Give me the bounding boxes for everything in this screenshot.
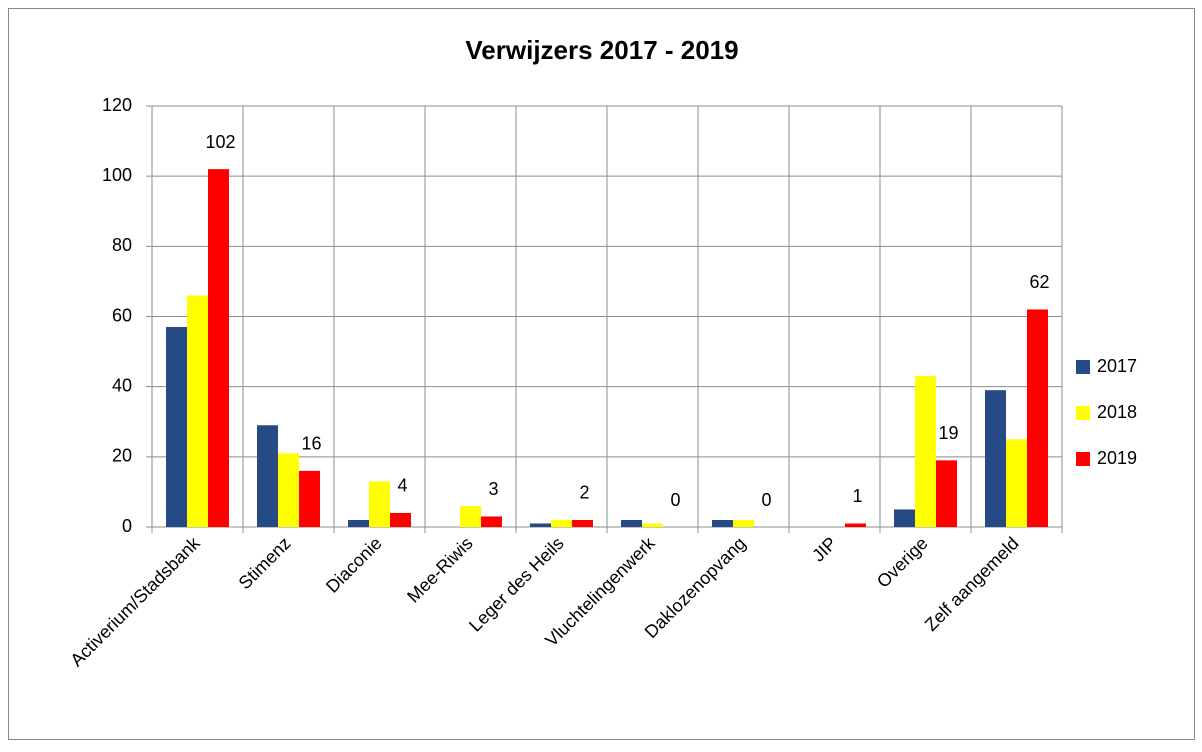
- legend-label: 2018: [1097, 402, 1137, 422]
- bar: [208, 169, 229, 527]
- bar: [1006, 439, 1027, 527]
- legend-label: 2017: [1097, 356, 1137, 376]
- data-label: 2: [579, 483, 589, 503]
- legend-swatch: [1076, 452, 1090, 466]
- bar: [915, 376, 936, 527]
- bar: [894, 509, 915, 527]
- bar: [278, 453, 299, 527]
- bar: [481, 516, 502, 527]
- data-label: 0: [670, 490, 680, 510]
- bar: [166, 327, 187, 527]
- legend-label: 2019: [1097, 448, 1137, 468]
- data-label: 3: [488, 479, 498, 499]
- y-tick-label: 120: [102, 95, 132, 115]
- bar: [985, 390, 1006, 527]
- data-label: 16: [301, 434, 321, 454]
- bar: [1027, 309, 1048, 527]
- y-tick-label: 80: [112, 235, 132, 255]
- bar: [299, 470, 320, 527]
- y-tick-label: 0: [122, 516, 132, 536]
- y-tick-label: 20: [112, 446, 132, 466]
- y-tick-label: 60: [112, 305, 132, 325]
- y-tick-label: 100: [102, 165, 132, 185]
- data-label: 62: [1029, 272, 1049, 292]
- data-label: 0: [761, 490, 771, 510]
- bar: [551, 519, 572, 527]
- data-label: 1: [852, 486, 862, 506]
- legend-swatch: [1076, 360, 1090, 374]
- chart-title: Verwijzers 2017 - 2019: [465, 35, 738, 65]
- bar: [460, 505, 481, 527]
- bar: [733, 519, 754, 527]
- bar: [642, 523, 663, 527]
- bar: [845, 523, 866, 527]
- bar: [712, 519, 733, 527]
- bar: [530, 523, 551, 527]
- bar: [257, 425, 278, 527]
- bar: [936, 460, 957, 527]
- data-label: 102: [205, 132, 235, 152]
- bar: [572, 519, 593, 527]
- bar: [369, 481, 390, 527]
- bar: [390, 512, 411, 527]
- bar: [621, 519, 642, 527]
- data-label: 4: [397, 476, 407, 496]
- data-label: 19: [938, 423, 958, 443]
- y-tick-label: 40: [112, 375, 132, 395]
- legend-swatch: [1076, 406, 1090, 420]
- bar: [348, 519, 369, 527]
- bar: [187, 295, 208, 527]
